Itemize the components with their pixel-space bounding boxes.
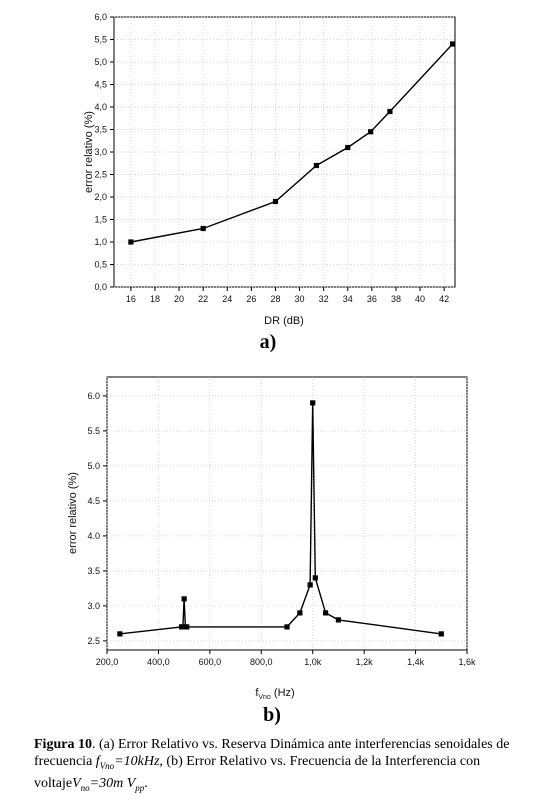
chart-b-data-point <box>297 610 303 616</box>
chart-a-sublabel: a) <box>260 331 277 353</box>
chart-a-xtick-label: 18 <box>150 294 160 304</box>
figure-canvas: 16 18 20 22 24 26 28 30 32 34 36 38 40 42 0,0 0,5 1,0 1,5… <box>67 12 476 726</box>
chart-a-series <box>128 41 456 245</box>
chart-a-xtick-label: 34 <box>343 294 353 304</box>
chart-b-xtick-label: 200,0 <box>96 657 119 667</box>
chart-b-ytick-label: 2.5 <box>87 636 100 646</box>
chart-b-data-point <box>117 631 123 637</box>
chart-a-plot-frame <box>113 16 456 288</box>
chart-a-xtick-label: 40 <box>415 294 425 304</box>
chart-b-data-point <box>184 624 190 630</box>
chart-a-xtick-label: 36 <box>367 294 377 304</box>
chart-b-xtick-label: 400,0 <box>147 657 170 667</box>
chart-a-xtick-label: 28 <box>270 294 280 304</box>
chart-b-xlabel-unit: (Hz) <box>271 687 295 699</box>
caption-f-symbol: fVno=10kHz <box>95 754 160 771</box>
chart-a-ytick-label: 4,0 <box>94 102 107 112</box>
chart-b-ytick-label: 4.0 <box>87 531 100 541</box>
caption-end: . <box>144 775 148 791</box>
chart-b-plot-frame <box>106 376 468 651</box>
chart-b-data-point <box>181 596 187 602</box>
chart-b-data-point <box>322 610 329 616</box>
chart-b-xlabel-sub: Vno <box>258 694 271 701</box>
chart-a-ytick-label: 2,5 <box>94 170 107 180</box>
chart-a-data-point <box>387 108 393 115</box>
chart-b-data-point <box>310 400 316 406</box>
chart-a-ytick-label: 4,5 <box>94 80 107 90</box>
chart-b-series-line <box>119 402 442 635</box>
chart-b-data-point <box>335 617 342 623</box>
chart-b-xlabel-main: f <box>255 687 259 699</box>
chart-b-xtick-label: 1,6k <box>458 657 476 667</box>
chart-a-data-point <box>345 144 351 151</box>
chart-a-data-point <box>272 198 279 205</box>
chart-b-xtick-label: 600,0 <box>199 657 222 667</box>
caption-text-1: . (a) Error Relativo vs. Reserva Dinámic… <box>34 737 510 769</box>
chart-b-ticks: 200,0 400,0 600,0 800,0 1,0k 1,2k 1,4k 1,6k 2.5 3… <box>87 391 476 667</box>
chart-b-ytick-label: 5.0 <box>87 461 100 471</box>
chart-b-series <box>117 400 444 637</box>
chart-a-ytick-label: 0,5 <box>94 260 107 270</box>
caption-text-2: , (b) Error Relativo vs. Frecuencia de l… <box>34 754 481 791</box>
caption-label: Figura 10 <box>34 737 92 752</box>
chart-b-ytick-label: 6.0 <box>87 391 100 401</box>
chart-a-ytick-label: 1,0 <box>94 237 107 247</box>
chart-a-xtick-label: 30 <box>295 294 305 304</box>
chart-a-xtick-label: 42 <box>439 294 449 304</box>
chart-a-data-point <box>449 41 456 47</box>
chart-a-data-point <box>200 225 206 232</box>
chart-a-xtick-label: 20 <box>174 294 184 304</box>
chart-b-ytick-label: 5.5 <box>87 426 100 436</box>
chart-a-xtick-label: 22 <box>198 294 208 304</box>
caption-v-symbol: Vno=30m Vpp <box>72 775 145 793</box>
chart-a-ytick-label: 5,0 <box>94 57 107 67</box>
chart-b-xtick-label: 1,2k <box>356 657 374 667</box>
chart-b-data-point <box>307 582 313 588</box>
chart-b-xtick-label: 800,0 <box>250 657 273 667</box>
chart-b-ylabel: error relativo (%) <box>67 472 79 554</box>
chart-a-ytick-label: 6,0 <box>94 12 107 22</box>
chart-a-data-point <box>128 239 134 245</box>
chart-a-ytick-label: 3,0 <box>94 147 107 157</box>
chart-b-ytick-label: 3.0 <box>87 601 100 611</box>
chart-b-ytick-label: 4.5 <box>87 496 100 506</box>
figure-caption: Figura 10. (a) Error Relativo vs. Reserv… <box>34 736 520 797</box>
chart-a-series-line <box>130 43 454 243</box>
chart-b-data-point <box>438 631 444 637</box>
chart-a-ytick-label: 2,0 <box>94 192 107 202</box>
chart-b-xlabel: fVno (Hz) <box>255 687 294 701</box>
chart-a-xtick-label: 24 <box>222 294 232 304</box>
chart-a-ytick-label: 1,5 <box>94 215 107 225</box>
chart-a: 16 18 20 22 24 26 28 30 32 34 36 38 40 42 0,0 0,5 1,0 1,5… <box>83 12 456 353</box>
chart-a-ticks: 16 18 20 22 24 26 28 30 32 34 36 38 40 42 0,0 0,5 1,0 1,5… <box>94 12 449 304</box>
chart-b-data-point <box>284 624 290 630</box>
chart-a-xtick-label: 16 <box>126 294 136 304</box>
chart-a-xlabel: DR (dB) <box>264 315 304 327</box>
chart-b: 200,0 400,0 600,0 800,0 1,0k 1,2k 1,4k 1,6k 2.5 3… <box>67 376 476 726</box>
chart-b-sublabel: b) <box>263 704 281 726</box>
chart-b-data-point <box>312 575 318 581</box>
chart-b-xtick-label: 1,4k <box>407 657 425 667</box>
chart-a-xtick-label: 38 <box>391 294 401 304</box>
chart-a-xtick-label: 26 <box>246 294 256 304</box>
chart-a-ytick-label: 0,0 <box>94 282 107 292</box>
chart-b-ytick-label: 3.5 <box>87 566 100 576</box>
chart-a-data-point <box>313 162 320 169</box>
chart-a-ytick-label: 3,5 <box>94 125 107 135</box>
chart-a-ylabel: error relativo (%) <box>83 111 95 193</box>
chart-a-ytick-label: 5,5 <box>94 35 107 45</box>
chart-a-data-point <box>368 129 374 135</box>
chart-b-xtick-label: 1,0k <box>304 657 322 667</box>
chart-a-xtick-label: 32 <box>319 294 329 304</box>
